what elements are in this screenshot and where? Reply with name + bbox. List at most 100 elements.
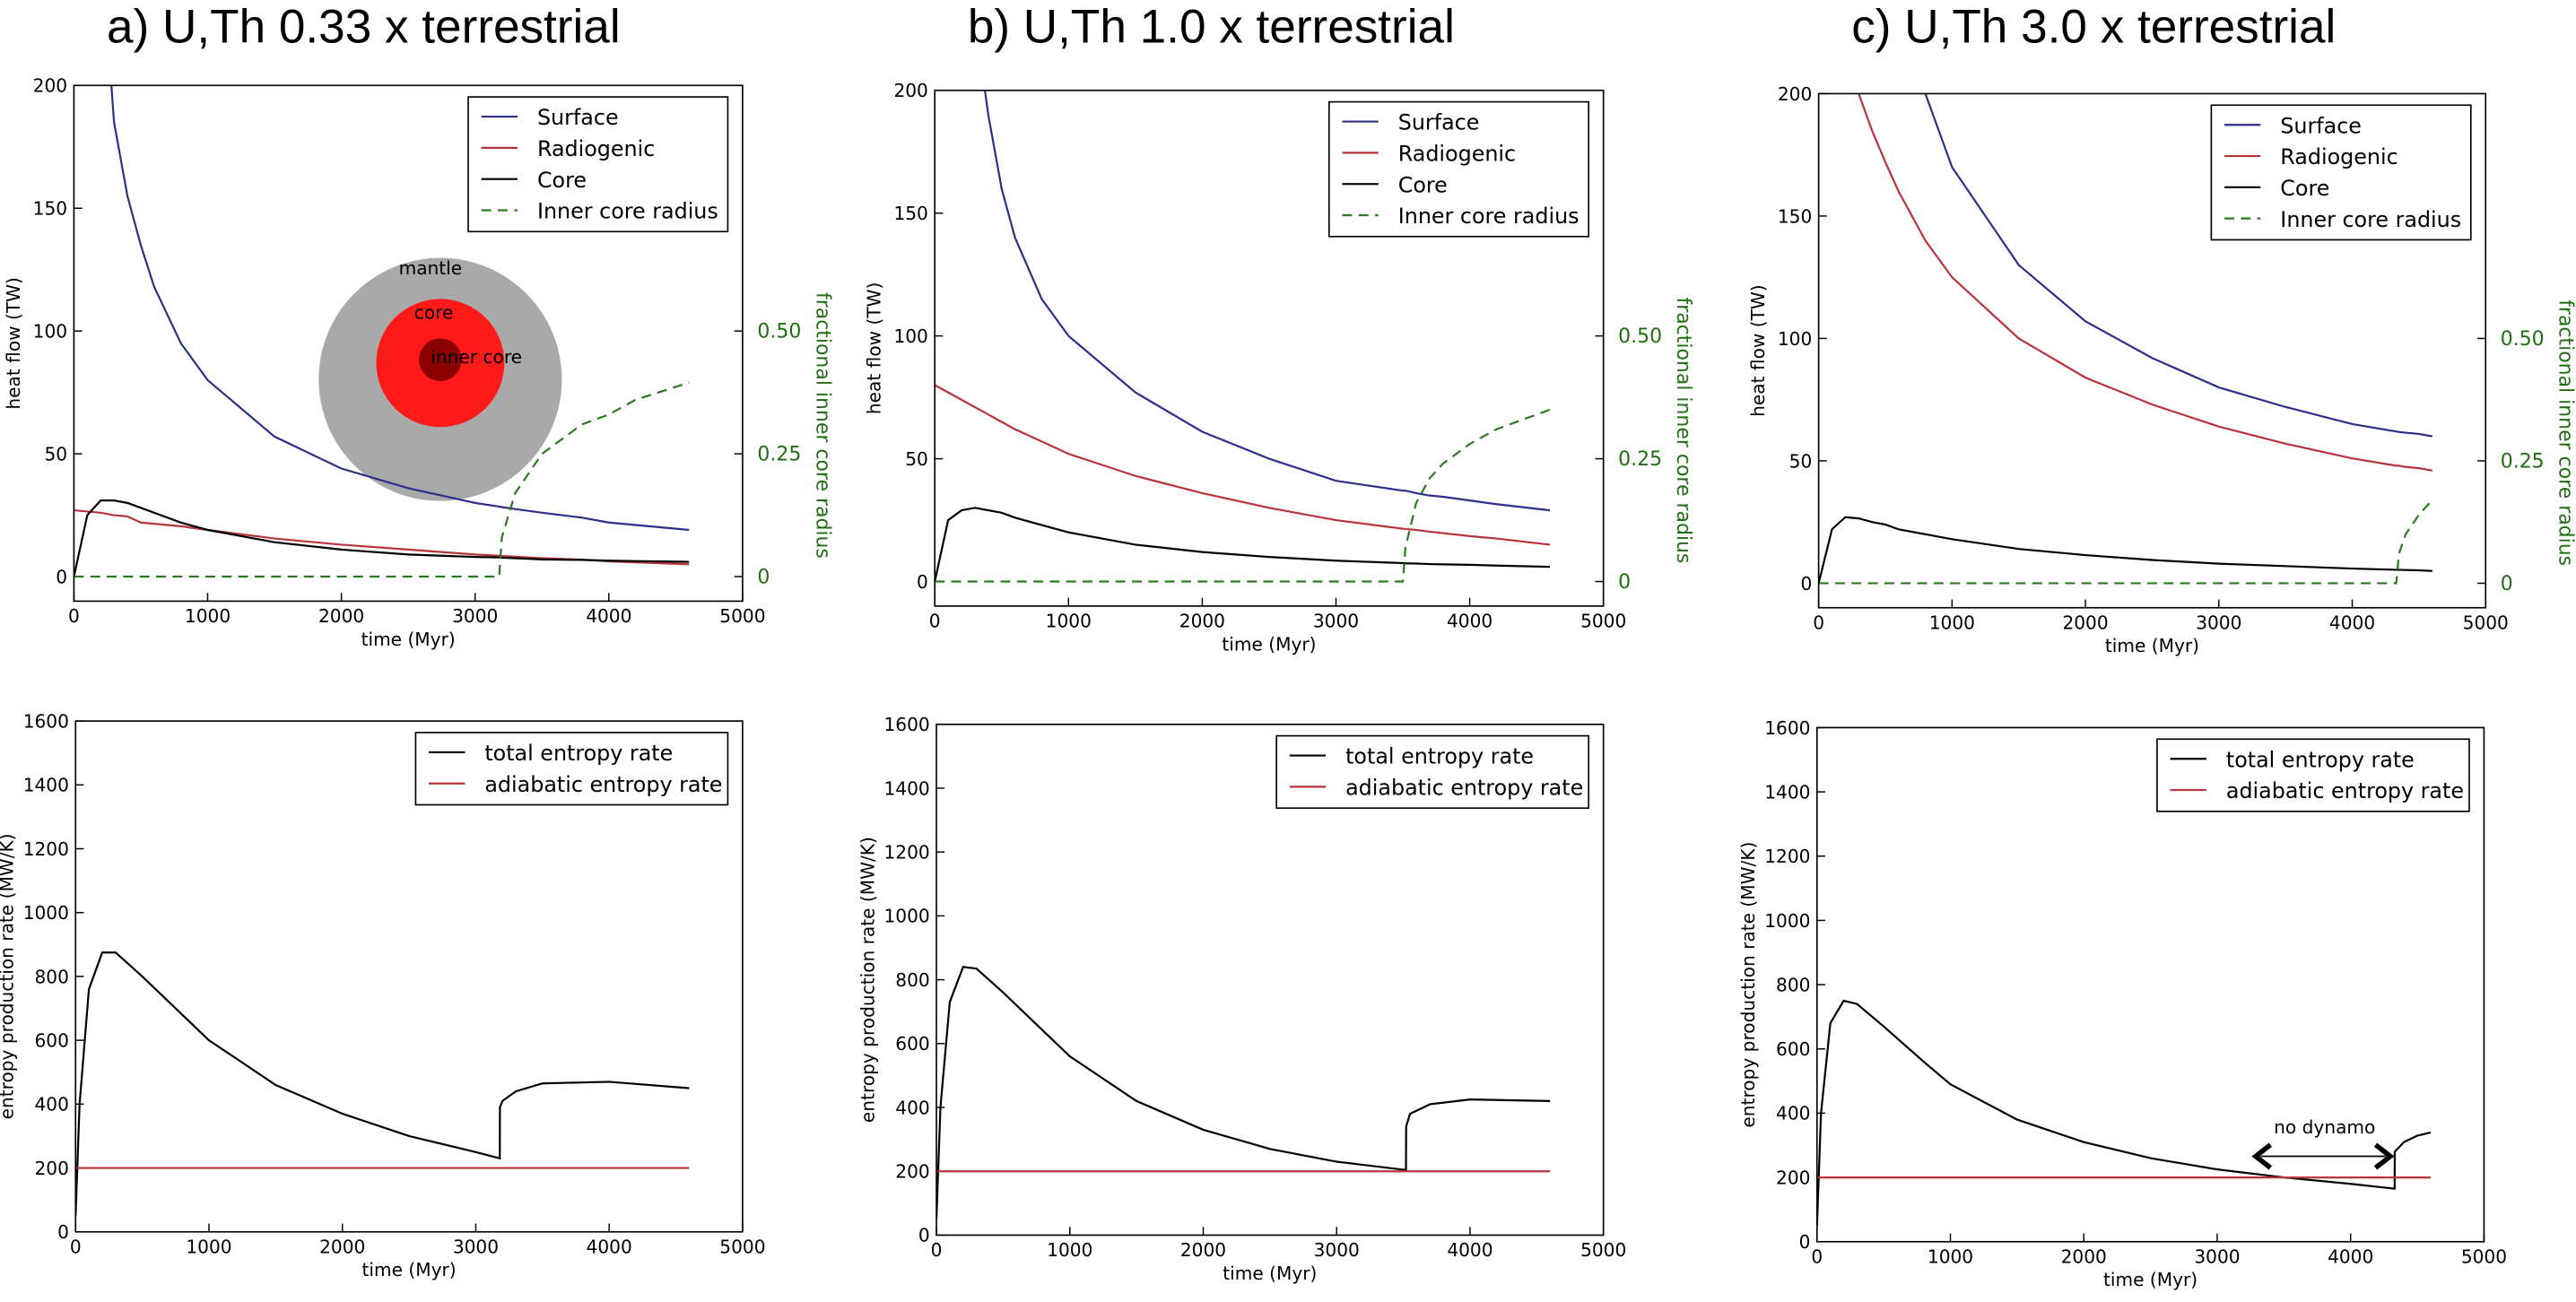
x-tick-label: 5000	[2461, 1246, 2507, 1268]
series-line	[984, 90, 1551, 512]
y-tick-label: 400	[895, 1097, 929, 1118]
x-tick-label: 3000	[452, 605, 498, 627]
y-tick-label: 0	[57, 1221, 69, 1243]
legend-box	[414, 732, 729, 806]
legend-label: Surface	[537, 105, 619, 130]
plot-frame	[936, 723, 1605, 1237]
x-tick-label: 0	[929, 611, 941, 632]
y-tick-label: 400	[1776, 1103, 1810, 1124]
x-tick-label: 3000	[2194, 1246, 2240, 1268]
x-axis-label: time (Myr)	[1223, 1263, 1317, 1284]
y2-tick-label: 0.50	[1618, 326, 1662, 348]
y-tick-label: 1200	[883, 842, 929, 864]
x-tick-label: 3000	[1314, 1239, 1360, 1261]
y2-axis-label: fractional inner core radius	[2554, 299, 2576, 566]
x-tick-label: 5000	[719, 605, 765, 627]
plot-lines	[75, 951, 690, 1216]
y-tick-label: 1200	[1764, 846, 1810, 867]
y-tick-label: 200	[1776, 1167, 1810, 1188]
legend-label: Surface	[1398, 110, 1480, 135]
x-tick-label: 5000	[1580, 1239, 1626, 1261]
y-tick-label: 1000	[883, 906, 929, 927]
y-tick-label: 0	[918, 1225, 930, 1246]
y-tick-label: 600	[895, 1033, 929, 1055]
y-tick-label: 100	[893, 326, 927, 347]
legend-label: Radiogenic	[1398, 142, 1516, 167]
x-axis-label: time (Myr)	[2103, 1269, 2197, 1290]
x-axis-label: time (Myr)	[1222, 633, 1316, 655]
legend-label: adiabatic entropy rate	[1345, 776, 1583, 801]
legend-label: Radiogenic	[2280, 144, 2398, 169]
y-tick-label: 50	[1789, 450, 1813, 472]
x-tick-label: 2000	[318, 605, 364, 627]
plot-frame	[74, 720, 744, 1233]
legend-label: Core	[537, 168, 587, 193]
panel: a) U,Th 0.33 x terrestrial time (Myr) heat…	[3, 1, 833, 650]
y2-tick-label: 0.25	[1618, 448, 1662, 471]
x-tick-label: 0	[1813, 612, 1824, 634]
x-tick-label: 1000	[1046, 611, 1092, 632]
legend: total entropy rate adiabatic entropy rate	[2156, 738, 2470, 812]
x-tick-label: 2000	[1179, 611, 1225, 632]
y-tick-label: 1600	[1764, 717, 1810, 739]
x-tick-label: 0	[1811, 1246, 1823, 1268]
series-line	[935, 507, 1551, 582]
y-tick-label: 200	[33, 75, 67, 97]
series-line	[1858, 93, 2432, 472]
series-line	[110, 85, 690, 532]
series-line	[935, 384, 1551, 546]
y-tick-label: 150	[33, 198, 67, 220]
y-tick-label: 50	[905, 448, 928, 470]
y2-axis-label: fractional inner core radius	[811, 292, 833, 559]
plot-lines	[1818, 93, 2433, 585]
x-tick-label: 1000	[1047, 1239, 1092, 1261]
arrow-head	[2373, 1142, 2395, 1170]
panel-title: b) U,Th 1.0 x terrestrial	[968, 1, 1455, 54]
legend-box	[467, 96, 729, 233]
panel: time (Myr) entropy production rate (MW/K)…	[0, 710, 766, 1280]
x-tick-label: 5000	[719, 1237, 765, 1258]
legend: total entropy rate adiabatic entropy rate	[414, 732, 729, 806]
series-line	[935, 408, 1551, 583]
y2-tick-label: 0	[1618, 571, 1631, 594]
x-tick-label: 3000	[1313, 611, 1359, 632]
panel: time (Myr) entropy production rate (MW/K)…	[1737, 717, 2507, 1290]
y-tick-label: 1400	[883, 777, 929, 799]
x-tick-label: 4000	[2329, 612, 2375, 634]
panel-title: a) U,Th 0.33 x terrestrial	[107, 1, 621, 54]
legend-label: Surface	[2280, 113, 2362, 138]
y-axis-label: entropy production rate (MW/K)	[857, 837, 878, 1123]
x-tick-label: 1000	[186, 1237, 231, 1258]
y-tick-label: 100	[1778, 328, 1812, 350]
legend-box	[1275, 734, 1590, 810]
y-tick-label: 150	[1778, 205, 1812, 227]
y-tick-label: 200	[1778, 83, 1812, 105]
plot-lines	[74, 85, 690, 578]
y-tick-label: 1400	[23, 775, 69, 796]
x-tick-label: 2000	[1180, 1239, 1226, 1261]
x-axis-label: time (Myr)	[2105, 635, 2199, 656]
series-line	[74, 499, 690, 577]
y-tick-label: 0	[917, 571, 928, 593]
y-tick-label: 1200	[23, 838, 69, 860]
x-tick-label: 3000	[2196, 612, 2241, 634]
y-tick-label: 150	[893, 203, 927, 224]
y-tick-label: 1000	[1764, 910, 1810, 932]
x-tick-label: 2000	[2061, 1246, 2107, 1268]
legend-label: total entropy rate	[2226, 747, 2415, 772]
x-tick-label: 0	[931, 1239, 943, 1261]
legend-label: Core	[2280, 176, 2329, 201]
legend: Surface Radiogenic Core Inner core radius	[2210, 104, 2472, 241]
y2-tick-label: 0.25	[757, 443, 801, 465]
x-axis-label: time (Myr)	[362, 1259, 457, 1280]
series-line	[1818, 499, 2433, 585]
x-tick-label: 0	[68, 605, 80, 627]
legend: Surface Radiogenic Core Inner core radius	[1327, 100, 1590, 238]
y-tick-label: 1400	[1764, 781, 1810, 803]
annotation: no dynamo	[2274, 1116, 2375, 1138]
y2-tick-label: 0.25	[2501, 450, 2545, 473]
x-tick-label: 0	[70, 1237, 82, 1258]
panel: b) U,Th 1.0 x terrestrial time (Myr) heat …	[864, 1, 1694, 655]
legend: Surface Radiogenic Core Inner core radius	[467, 96, 729, 233]
